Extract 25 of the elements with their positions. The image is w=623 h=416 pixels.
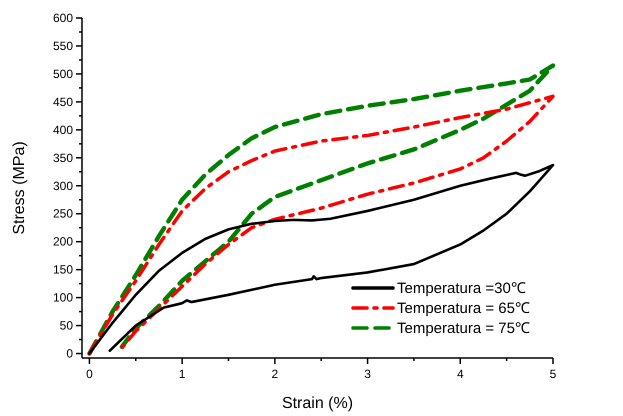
y-tick-label: 0 <box>66 346 74 361</box>
legend-label: Temperatura = 75℃ <box>397 320 530 337</box>
x-tick-label: 5 <box>550 367 557 381</box>
y-tick-label: 150 <box>52 262 74 277</box>
y-tick-label: 100 <box>52 290 74 305</box>
y-tick-label: 350 <box>52 150 74 165</box>
line-series <box>88 164 554 355</box>
x-tick-label: 1 <box>178 367 186 381</box>
y-tick-label: 300 <box>52 178 74 193</box>
x-tick-label: 4 <box>456 367 464 381</box>
legend-label: Temperatura =30℃ <box>397 280 526 297</box>
y-tick-label: 200 <box>52 234 74 249</box>
y-tick-label: 500 <box>52 66 74 81</box>
legend-label: Temperatura = 65℃ <box>397 300 530 317</box>
x-axis-title: Strain (%) <box>282 395 354 412</box>
x-tick-label: 2 <box>272 367 279 381</box>
y-tick-label: 50 <box>60 318 74 333</box>
x-tick-label: 3 <box>364 367 372 381</box>
y-tick-label: 400 <box>52 122 74 137</box>
x-tick-label: 0 <box>86 367 94 381</box>
y-tick-label: 600 <box>52 11 74 25</box>
y-tick-label: 450 <box>52 94 74 109</box>
y-tick-label: 250 <box>52 206 74 221</box>
y-axis-title: Stress (MPa) <box>11 141 28 235</box>
y-tick-label: 550 <box>52 38 74 53</box>
